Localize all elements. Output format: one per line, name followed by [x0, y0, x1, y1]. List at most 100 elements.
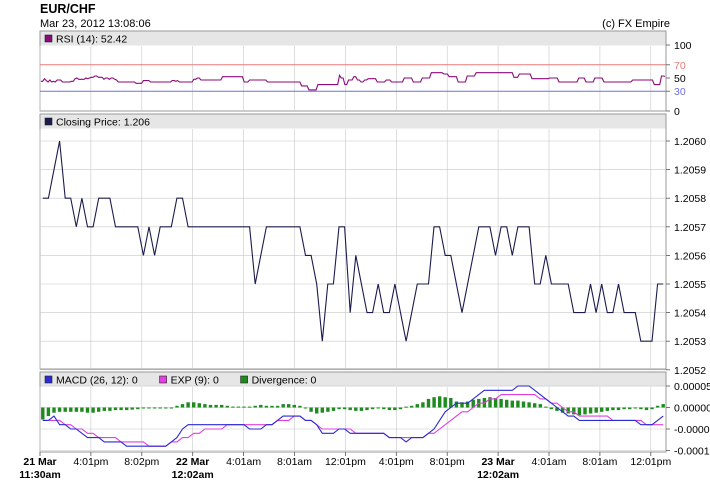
divergence-bar	[208, 404, 213, 408]
price-tick-label: 1.2060	[674, 136, 706, 148]
divergence-bar	[426, 398, 431, 408]
divergence-bar	[141, 407, 146, 409]
legend-label: RSI (14): 52.42	[56, 34, 127, 46]
divergence-bar	[108, 407, 112, 411]
divergence-bar	[449, 398, 453, 408]
divergence-bar	[510, 400, 514, 408]
divergence-bar	[74, 407, 79, 412]
legend-label: EXP (9): 0	[171, 375, 219, 387]
divergence-bar	[382, 407, 386, 410]
macd-panel: MACD (26, 12): 0 EXP (9): 0 Divergence: 0 0…	[39, 371, 710, 458]
divergence-bar	[337, 407, 341, 410]
rsi-tick-label: 30	[674, 86, 686, 98]
divergence-bar	[354, 407, 358, 411]
time-label: 12:01pm	[630, 456, 671, 468]
divergence-bar	[264, 405, 269, 408]
divergence-bar	[616, 407, 621, 411]
closing-price-line	[42, 140, 664, 342]
price-panel: Closing Price: 1.206 1.2060 1.2059 1.2058 1.…	[39, 113, 706, 377]
panel-frame	[39, 113, 667, 370]
divergence-bar	[583, 407, 587, 415]
legend-bar	[40, 372, 666, 387]
divergence-bar	[410, 405, 414, 408]
price-tick-label: 1.2053	[674, 336, 706, 348]
divergence-bar	[443, 397, 447, 408]
price-tick-label: 1.2056	[674, 250, 706, 262]
divergence-bar	[270, 405, 274, 408]
price-tick-label: 1.2058	[674, 193, 706, 205]
price-tick-label: 1.2059	[674, 165, 706, 177]
divergence-bar	[493, 398, 498, 408]
divergence-bar	[572, 407, 576, 415]
macd-line	[42, 385, 664, 447]
time-sublabel: 11:30am	[19, 469, 60, 481]
divergence-bar	[505, 399, 509, 408]
divergence-bar	[41, 407, 45, 420]
divergence-bar	[398, 407, 403, 410]
divergence-bar	[63, 407, 67, 412]
divergence-bar	[393, 407, 397, 411]
legend-label: Closing Price: 1.206	[56, 117, 150, 129]
divergence-bar	[622, 407, 626, 410]
divergence-bar	[421, 402, 425, 408]
divergence-bar	[348, 407, 352, 411]
divergence-bar	[628, 407, 632, 410]
divergence-bar	[231, 406, 235, 408]
time-label: 4:01am	[226, 456, 261, 468]
time-sublabel: 12:02am	[477, 469, 519, 481]
divergence-bar	[655, 405, 660, 408]
divergence-bar	[203, 404, 207, 408]
divergence-bar	[259, 404, 263, 408]
time-label: 21 Mar	[23, 456, 56, 468]
divergence-bar	[432, 397, 436, 408]
divergence-bar	[527, 402, 531, 408]
divergence-bar	[275, 405, 280, 408]
divergence-bar	[594, 407, 598, 413]
divergence-bar	[80, 407, 84, 412]
divergence-bar	[169, 407, 174, 409]
divergence-bar	[298, 405, 302, 408]
timestamp: Mar 23, 2012 13:08:06	[40, 18, 151, 30]
rsi-tick-label: 0	[674, 106, 680, 118]
price-tick-label: 1.2052	[674, 365, 706, 377]
legend-label: MACD (26, 12): 0	[56, 375, 138, 387]
macd-tick-label: 0.00000	[674, 403, 710, 415]
price-tick-label: 1.2057	[674, 222, 706, 234]
divergence-bar	[471, 399, 475, 408]
divergence-bar	[516, 400, 520, 408]
divergence-bar	[538, 404, 542, 408]
divergence-bar	[102, 407, 106, 411]
divergence-bar	[85, 407, 90, 413]
price-tick-label: 1.2055	[674, 279, 706, 291]
divergence-bar	[633, 407, 637, 409]
legend-swatch	[240, 375, 248, 384]
divergence-bar	[605, 407, 609, 411]
divergence-bar	[376, 407, 380, 409]
divergence-bar	[113, 407, 118, 411]
divergence-bar	[158, 407, 162, 409]
divergence-bar	[661, 404, 665, 408]
divergence-bar	[404, 406, 408, 408]
time-sublabel: 12:02am	[172, 469, 214, 481]
exp-signal-line	[42, 394, 664, 447]
divergence-bar	[560, 407, 565, 413]
rsi-tick-label: 70	[674, 60, 686, 72]
divergence-bar	[186, 402, 190, 408]
divergence-bar	[164, 407, 168, 409]
divergence-bar	[91, 407, 95, 413]
divergence-bar	[549, 407, 554, 410]
rsi-series-line	[40, 72, 666, 91]
legend-swatch	[44, 375, 53, 384]
divergence-bar	[365, 407, 369, 411]
divergence-bar	[247, 406, 252, 408]
divergence-bar	[136, 407, 140, 410]
legend-bar	[40, 31, 666, 46]
time-label: 8:02pm	[124, 456, 159, 468]
time-label: 4:01pm	[379, 456, 414, 468]
divergence-bar	[644, 407, 649, 411]
divergence-bar	[292, 404, 296, 408]
divergence-bar	[130, 407, 134, 410]
